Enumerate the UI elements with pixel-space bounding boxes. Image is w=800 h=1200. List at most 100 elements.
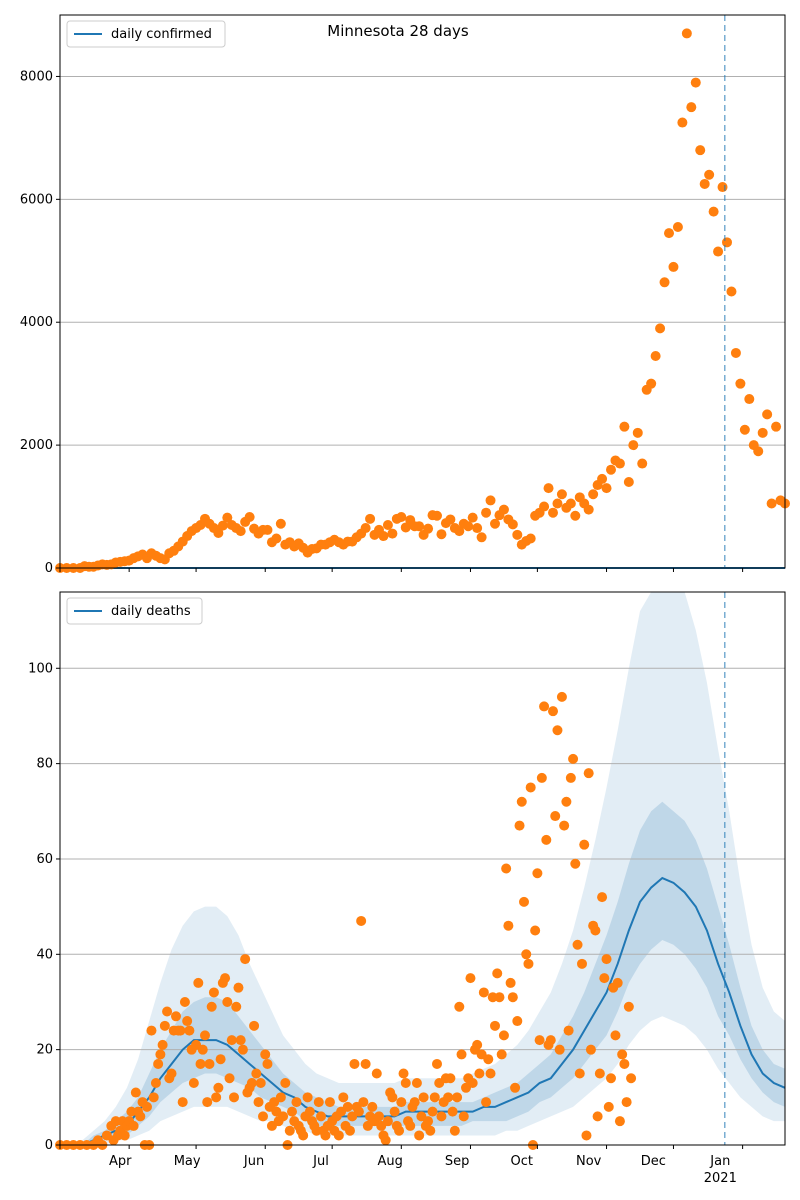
data-point (597, 892, 608, 903)
data-point (677, 117, 688, 128)
deaths-axes-frame (59, 591, 786, 1146)
data-point (514, 820, 525, 831)
data-point (530, 925, 541, 936)
data-point (387, 1092, 398, 1103)
x-tick-label: Jun (243, 1154, 264, 1169)
data-point (333, 1130, 344, 1141)
x-tick-label: Nov (576, 1154, 602, 1169)
data-point (543, 483, 554, 494)
data-point (572, 939, 583, 950)
data-point (382, 519, 393, 530)
data-point (699, 178, 710, 189)
data-point (302, 1092, 313, 1103)
confirmed-chart-panel: 0 2000 4000 6000 8000 daily confirmed Minnes… (20, 14, 790, 576)
x-tick-label: Jan (709, 1154, 730, 1169)
confirmed-legend: daily confirmed (66, 20, 226, 48)
data-point (324, 1097, 335, 1108)
data-point (222, 996, 233, 1007)
outer-band (60, 592, 785, 1145)
data-point (507, 992, 518, 1003)
data-point (507, 519, 518, 530)
data-point (490, 518, 500, 529)
data-point (260, 1049, 271, 1060)
data-point (512, 1016, 523, 1027)
data-point (570, 510, 581, 521)
data-point (623, 476, 634, 487)
chart-title: Minnesota 28 days (327, 22, 469, 40)
data-point (498, 1030, 509, 1041)
data-point (153, 1058, 164, 1069)
data-point (246, 1078, 257, 1089)
data-point (599, 973, 610, 984)
data-point (744, 394, 755, 405)
data-point (585, 1044, 596, 1055)
data-point (539, 701, 550, 712)
deaths-legend-label: daily deaths (111, 604, 191, 619)
data-point (503, 920, 514, 931)
data-point (222, 512, 233, 523)
data-point (548, 706, 558, 717)
data-point (237, 1044, 248, 1055)
data-point (601, 483, 612, 494)
data-point (559, 820, 570, 831)
data-point (249, 1020, 260, 1031)
data-point (211, 1092, 222, 1103)
data-point (195, 1058, 206, 1069)
confirmed-y-ticks: 0 2000 4000 6000 8000 (20, 69, 60, 576)
data-point (443, 1092, 454, 1103)
data-point (722, 237, 732, 248)
data-point (510, 1082, 521, 1093)
data-point (217, 520, 228, 531)
data-point (394, 1125, 405, 1136)
data-point (432, 1058, 442, 1069)
data-point (360, 1058, 371, 1069)
data-point (454, 526, 465, 537)
data-point (452, 1092, 463, 1103)
data-point (621, 1097, 632, 1108)
data-point (287, 1106, 297, 1117)
data-point (432, 510, 442, 521)
data-point (367, 1101, 378, 1112)
data-point (594, 1068, 605, 1079)
data-point (757, 427, 768, 438)
data-point (320, 1130, 331, 1141)
data-point (659, 277, 670, 288)
data-point (177, 1097, 188, 1108)
data-point (581, 1130, 592, 1141)
data-point (200, 1030, 210, 1041)
data-point (396, 1097, 407, 1108)
data-point (588, 489, 599, 500)
data-point (213, 1082, 224, 1093)
data-point (278, 1111, 289, 1122)
data-point (353, 1106, 364, 1117)
data-point (626, 1073, 637, 1084)
data-point (206, 1001, 217, 1012)
data-point (135, 1111, 146, 1122)
data-point (220, 973, 231, 984)
data-point (365, 513, 376, 524)
data-point (664, 228, 674, 239)
data-point (356, 915, 367, 926)
data-point (182, 1016, 193, 1027)
x-tick-label: Oct (511, 1154, 533, 1169)
data-point (753, 446, 764, 457)
data-point (400, 1078, 411, 1089)
deaths-legend-box (66, 597, 203, 625)
data-point (552, 498, 563, 509)
data-point (583, 768, 594, 779)
data-point (146, 1025, 157, 1036)
data-point (447, 1106, 458, 1117)
data-point (162, 1006, 173, 1017)
data-point (619, 421, 630, 432)
data-point (148, 1092, 159, 1103)
data-point (739, 424, 750, 435)
data-point (262, 524, 273, 535)
data-point (545, 1035, 556, 1046)
data-point (726, 286, 737, 297)
data-point (539, 501, 550, 512)
data-point (730, 347, 741, 358)
data-point (463, 521, 474, 532)
data-point (762, 409, 773, 420)
data-point (179, 996, 190, 1007)
